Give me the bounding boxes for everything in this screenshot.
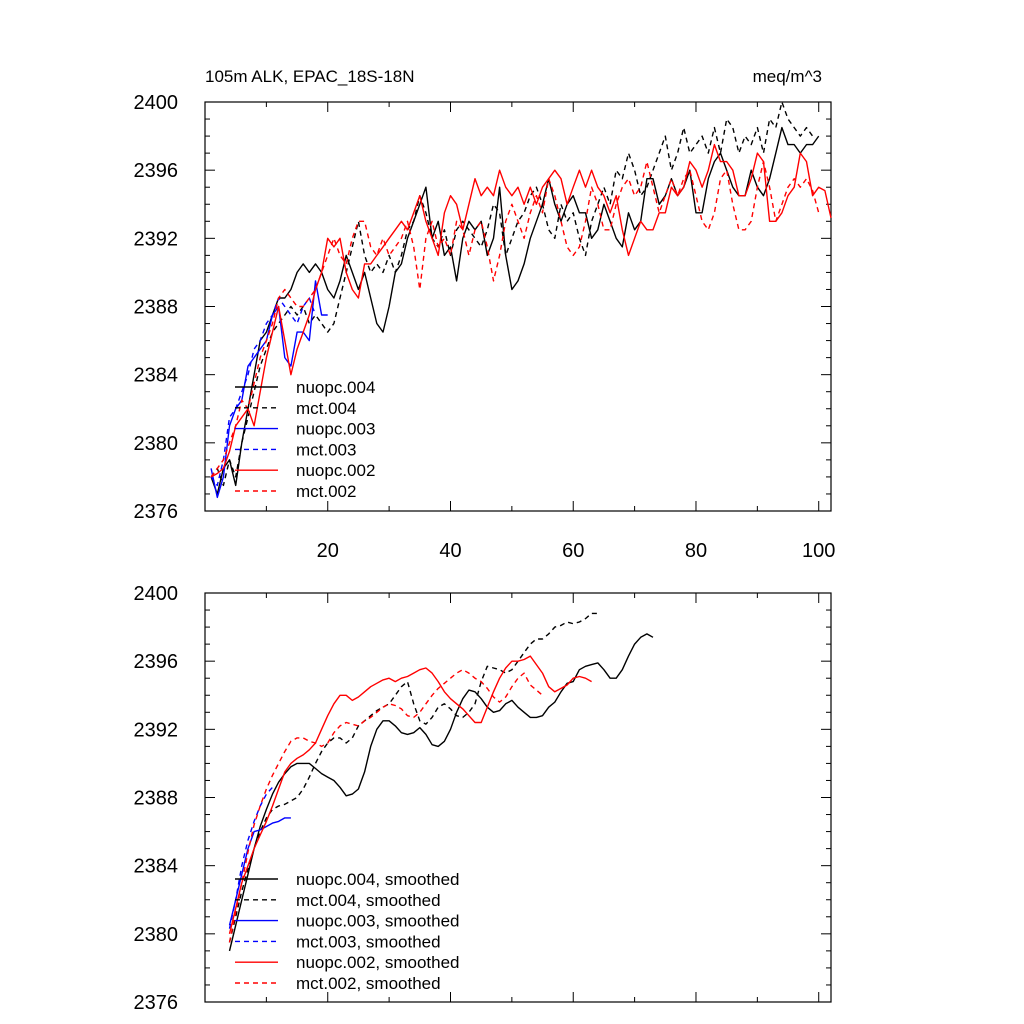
legend-label: nuopc.002: [296, 461, 375, 480]
series-line-nuopc-002: [210, 143, 832, 478]
legend-label: mct.004, smoothed: [296, 891, 441, 910]
x-tick-label: 20: [317, 540, 339, 562]
y-tick-label: 2384: [134, 856, 179, 878]
x-tick-label: 100: [802, 540, 835, 562]
y-tick-label: 2392: [134, 719, 179, 741]
chart-title: 105m ALK, EPAC_18S-18N: [205, 67, 414, 86]
series-line-nuopc-002-smoothed: [228, 655, 592, 934]
legend-label: nuopc.004: [296, 378, 375, 397]
series-line-mct-002-smoothed: [228, 669, 543, 943]
series-line-nuopc-004-smoothed: [228, 633, 654, 952]
legend-label: nuopc.003, smoothed: [296, 912, 460, 931]
units-label: meq/m^3: [753, 67, 822, 86]
legend-label: mct.003: [296, 440, 356, 459]
legend-bottom: nuopc.004, smoothed mct.004, smoothed nuop…: [235, 870, 460, 993]
legend-label: mct.003, smoothed: [296, 932, 441, 951]
series-line-nuopc-003: [210, 280, 328, 499]
x-tick-label: 40: [439, 540, 461, 562]
legend-label: nuopc.003: [296, 420, 375, 439]
axes-top: 2376 2380 2384 2388 2392 2396 2400 20 40 60 80 100: [134, 92, 836, 562]
series-lines-bottom: [228, 612, 654, 952]
legend-label: mct.002, smoothed: [296, 974, 441, 993]
series-lines-top: [210, 101, 832, 499]
series-line-mct-003-smoothed: [228, 786, 274, 929]
legend-label: mct.002: [296, 482, 356, 501]
x-tick-label: 60: [562, 540, 584, 562]
y-tick-label: 2388: [134, 788, 179, 810]
y-tick-label: 2400: [134, 583, 179, 605]
series-line-nuopc-003-smoothed: [228, 817, 291, 926]
panel-top: 105m ALK, EPAC_18S-18N meq/m^3 237623802…: [134, 67, 836, 562]
legend-label: nuopc.002, smoothed: [296, 953, 460, 972]
y-tick-label: 2380: [134, 924, 179, 946]
y-tick-label: 2376: [134, 501, 179, 523]
y-tick-label: 2380: [134, 433, 179, 455]
y-tick-label: 2388: [134, 297, 179, 319]
y-tick-label: 2396: [134, 160, 179, 182]
legend-label: mct.004: [296, 399, 356, 418]
series-line-mct-003: [210, 297, 317, 487]
y-tick-label: 2376: [134, 992, 179, 1014]
axes-bottom: 2376 2380 2384 2388 2392 2396 2400: [134, 583, 832, 1014]
series-line-nuopc-004: [210, 126, 820, 495]
y-tick-label: 2384: [134, 365, 179, 387]
y-tick-label: 2396: [134, 651, 179, 673]
series-line-mct-004: [210, 101, 814, 487]
panel-bottom: 2376 2380 2384 2388 2392 2396 2400 nuopc.004, …: [134, 583, 832, 1014]
series-line-mct-002: [210, 160, 820, 478]
x-tick-label: 80: [685, 540, 707, 562]
series-line-mct-004-smoothed: [228, 612, 598, 943]
legend-label: nuopc.004, smoothed: [296, 870, 460, 889]
y-tick-label: 2392: [134, 228, 179, 250]
y-tick-label: 2400: [134, 92, 179, 114]
